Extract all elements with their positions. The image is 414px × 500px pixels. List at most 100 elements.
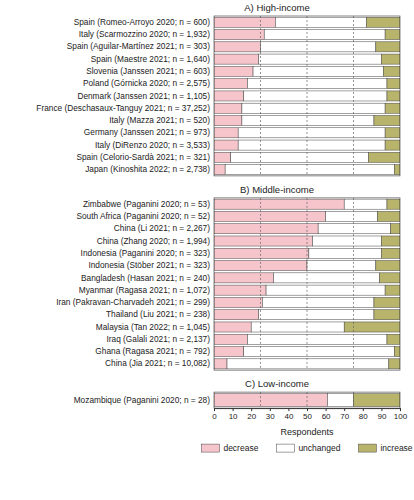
bar-segment <box>318 224 391 234</box>
y-tick-label: Bangladesh (Hasan 2021; n = 240) <box>81 273 210 283</box>
y-tick: Spain (Aguilar-Martínez 2021; n = 303) <box>67 41 214 51</box>
plot-frame <box>214 198 400 370</box>
x-axis: 0102030405060708090100 <box>212 408 407 421</box>
bar-segment <box>214 140 238 150</box>
bar-segment <box>383 66 400 76</box>
x-tick: 20 <box>247 408 256 421</box>
panel: A) High-income Spain (Romeo-Arroyo 2020; … <box>36 2 400 176</box>
bar-segment <box>214 394 327 407</box>
y-tick-label: Ghana (Ragasa 2021; n = 792) <box>95 346 210 356</box>
legend-swatch <box>276 444 294 452</box>
y-tick-label: Spain (Celorio-Sardà 2021; n = 321) <box>76 152 210 162</box>
y-tick-label: Mozambique (Paganini 2020; n = 28) <box>74 395 211 405</box>
bar-segment <box>387 91 400 101</box>
y-tick-label: South Africa (Paganini 2020; n = 52) <box>76 211 210 221</box>
x-tick: 80 <box>359 408 368 421</box>
y-tick: South Africa (Paganini 2020; n = 52) <box>76 211 214 221</box>
y-tick: Indonesia (Paganini 2020; n = 323) <box>81 248 214 258</box>
legend-item: increase <box>358 443 412 453</box>
x-tick: 10 <box>229 408 238 421</box>
y-tick: China (Zhang 2020; n = 1,994) <box>97 236 214 246</box>
bars <box>214 198 400 370</box>
x-tick-label: 30 <box>266 412 275 421</box>
y-tick: Myanmar (Ragasa 2021; n = 1,072) <box>79 285 214 295</box>
bar-segment <box>214 322 251 332</box>
x-tick-label: 100 <box>394 412 408 421</box>
x-tick: 0 <box>212 408 217 421</box>
x-tick: 100 <box>394 408 408 421</box>
bar-segment <box>266 285 385 295</box>
legend-label: unchanged <box>298 443 340 453</box>
x-tick: 40 <box>284 408 293 421</box>
reference-line <box>307 16 308 176</box>
y-tick: Poland (Górnicka 2020; n = 2,575) <box>83 78 214 88</box>
y-tick: Italy (Scarmozzino 2020; n = 1,932) <box>79 29 214 39</box>
x-tick: 70 <box>340 408 349 421</box>
panel-title: A) High-income <box>244 2 309 13</box>
x-tick-label: 20 <box>247 412 256 421</box>
y-tick: Italy (DiRenzo 2020; n = 3,533) <box>95 140 214 150</box>
reference-line <box>353 392 354 408</box>
reference-line <box>260 198 261 370</box>
chart-container: A) High-income Spain (Romeo-Arroyo 2020; … <box>0 0 414 500</box>
bar-segment <box>214 347 244 357</box>
y-tick: Malaysia (Tan 2022; n = 1,045) <box>96 322 214 332</box>
y-tick: Indonesia (Stöber 2021; n = 323) <box>88 260 214 270</box>
bar-segment <box>253 66 383 76</box>
bar-segment <box>264 30 385 40</box>
bar-segment <box>385 30 400 40</box>
bar-segment <box>251 322 344 332</box>
x-tick-mark <box>288 408 289 411</box>
y-tick-label: China (Li 2021; n = 2,267) <box>114 223 210 233</box>
bar-segment <box>214 91 244 101</box>
y-tick: Thailand (Liu 2021; n = 238) <box>106 309 214 319</box>
bar-segment <box>259 310 374 320</box>
y-tick-label: Iran (Pakravan-Charvadeh 2021; n = 299) <box>56 297 210 307</box>
reference-line <box>260 392 261 408</box>
bar-segment <box>214 54 259 64</box>
y-tick: Denmark (Janssen 2021; n = 1,105) <box>77 91 214 101</box>
bar-segment <box>214 30 264 40</box>
bar-segment <box>344 322 400 332</box>
bar-segment <box>376 42 400 52</box>
bar-segment <box>225 165 394 175</box>
x-axis-line <box>215 409 401 412</box>
bar-segment <box>381 54 400 64</box>
x-tick-mark <box>363 408 364 411</box>
y-tick-label: China (Zhang 2020; n = 1,994) <box>97 236 210 246</box>
x-tick-mark <box>326 408 327 411</box>
x-tick-label: 40 <box>284 412 293 421</box>
y-tick-label: France (Deschasaux-Tanguy 2021; n = 37,2… <box>36 103 210 113</box>
x-tick-mark <box>307 408 308 411</box>
plot-frame <box>214 392 400 408</box>
y-tick: Ghana (Ragasa 2021; n = 792) <box>95 346 214 356</box>
bar-segment <box>387 334 400 344</box>
reference-line <box>260 16 261 176</box>
figure: A) High-income Spain (Romeo-Arroyo 2020; … <box>0 0 414 500</box>
bar-segment <box>214 66 253 76</box>
bar-segment <box>244 91 387 101</box>
y-tick: China (Jia 2021; n = 10,082) <box>105 358 214 368</box>
legend-swatch <box>358 444 376 452</box>
bar-segment <box>214 199 344 209</box>
bar-segment <box>374 310 400 320</box>
y-tick: China (Li 2021; n = 2,267) <box>114 223 214 233</box>
x-tick: 90 <box>377 408 386 421</box>
bars <box>214 16 400 176</box>
y-tick: Germany (Janssen 2021; n = 973) <box>84 127 214 137</box>
bar-segment <box>391 224 400 234</box>
y-tick: Spain (Romeo-Arroyo 2020; n = 600) <box>74 17 214 27</box>
bar-segment <box>309 248 382 258</box>
x-tick-mark <box>400 408 401 411</box>
x-tick-mark <box>233 408 234 411</box>
bar-segment <box>275 17 366 27</box>
bar-segment <box>214 165 225 175</box>
bar-segment <box>367 17 400 27</box>
x-tick-mark <box>381 408 382 411</box>
bar-segment <box>385 285 400 295</box>
y-tick-label: Poland (Górnicka 2020; n = 2,575) <box>83 78 210 88</box>
bar-segment <box>394 165 400 175</box>
bar-segment <box>214 103 242 113</box>
bar-segment <box>374 297 400 307</box>
reference-line <box>307 392 308 408</box>
